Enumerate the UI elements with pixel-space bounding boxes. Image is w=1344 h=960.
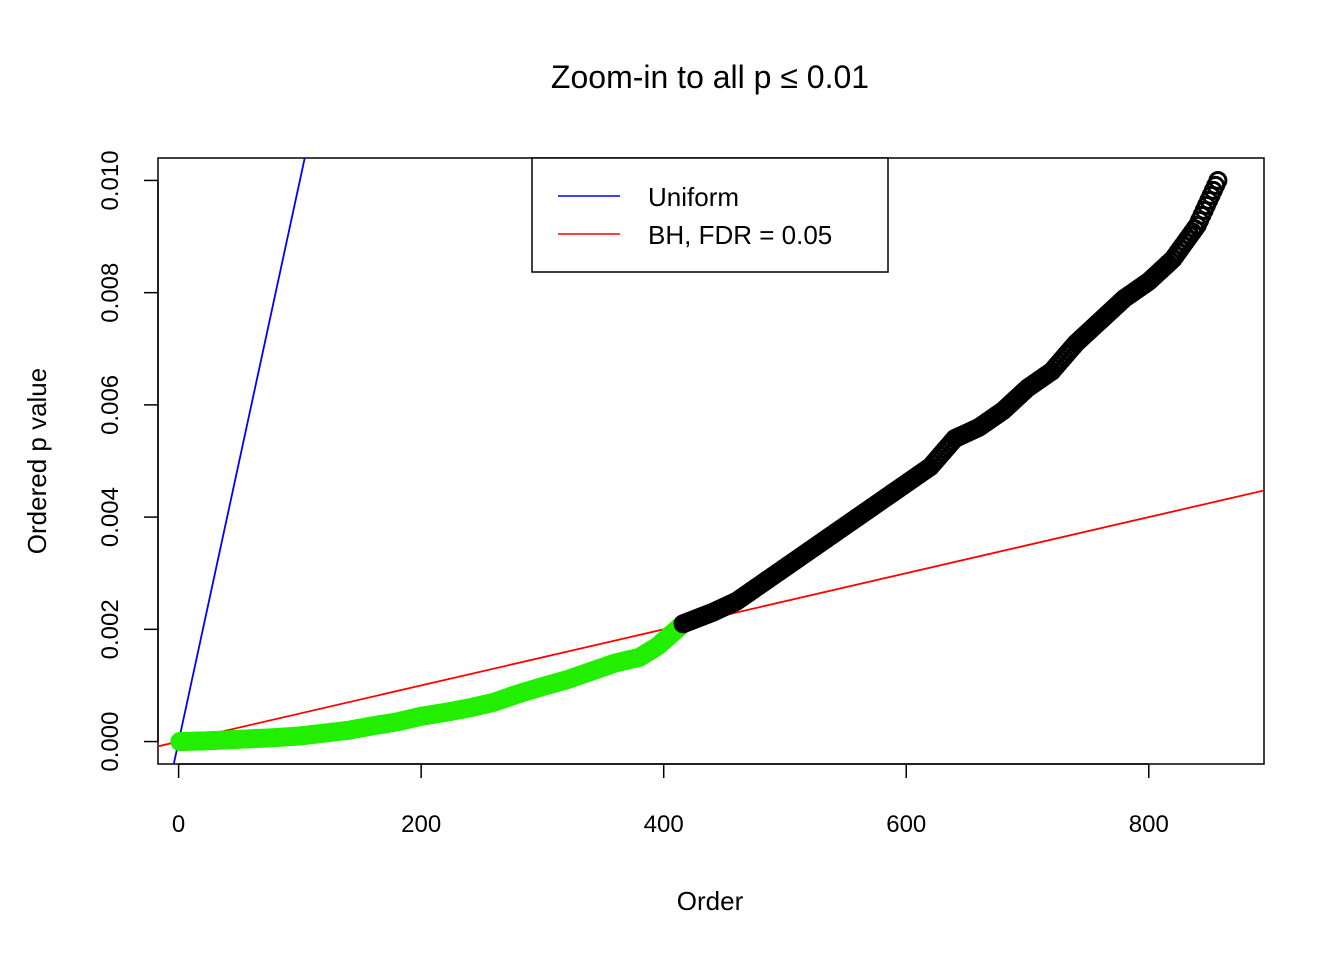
chart-title: Zoom-in to all p ≤ 0.01	[551, 59, 869, 95]
reference-lines	[158, 158, 1264, 764]
data-point	[1208, 170, 1228, 190]
legend-box	[531, 157, 889, 273]
y-axis: 0.000 0.002 0.004 0.006 0.008 0.010	[97, 150, 159, 772]
reference-line-0	[172, 158, 306, 764]
data-points	[170, 170, 1228, 752]
x-axis: 0 200 400 600 800	[172, 763, 1169, 838]
x-tick-label: 200	[401, 811, 441, 838]
y-tick-label: 0.004	[97, 487, 124, 547]
plot-area	[158, 158, 1264, 764]
x-axis-label: Order	[677, 886, 744, 916]
y-tick-label: 0.008	[97, 263, 124, 323]
legend-label-bh: BH, FDR = 0.05	[648, 220, 832, 250]
y-tick-label: 0.002	[97, 599, 124, 659]
x-tick-label: 600	[886, 811, 926, 838]
x-tick-label: 0	[172, 811, 185, 838]
y-axis-label: Ordered p value	[22, 368, 52, 554]
y-tick-label: 0.006	[97, 375, 124, 435]
x-tick-label: 400	[644, 811, 684, 838]
legend: Uniform BH, FDR = 0.05	[531, 157, 889, 273]
y-tick-label: 0.000	[97, 712, 124, 772]
series-1	[673, 170, 1228, 634]
legend-label-uniform: Uniform	[648, 182, 739, 212]
x-tick-label: 800	[1129, 811, 1169, 838]
y-tick-label: 0.010	[97, 150, 124, 210]
